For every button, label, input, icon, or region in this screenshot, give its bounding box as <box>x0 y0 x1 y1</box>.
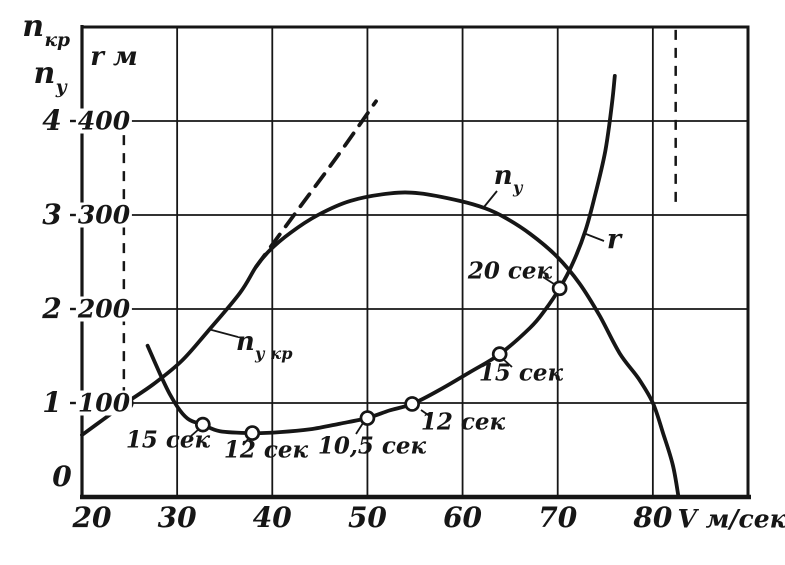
y-tick-n-1: 1 <box>42 386 62 419</box>
marker-12-сек-2 <box>244 425 261 441</box>
y-tick-n-3: 3 <box>42 198 62 231</box>
marker-15-сек-5 <box>491 346 508 362</box>
curve-r_radius_curve <box>145 74 617 436</box>
curve-label-r: r <box>606 224 622 256</box>
time-label-10-5sek: 10,5 сек <box>317 432 427 460</box>
y-tick-r-100: 100 <box>75 388 133 418</box>
y-tick-r-300: 300 <box>75 200 133 230</box>
time-label-15sek-left: 15 сек <box>125 426 211 454</box>
ylabel-n-kr: nкр <box>22 9 71 52</box>
time-label-20sek: 20 сек <box>467 257 553 285</box>
marker-10-5-сек-3 <box>359 410 376 426</box>
y-tick-n-4: 4 <box>42 104 62 137</box>
y-tick-n-0: 0 <box>52 460 72 493</box>
ylabel-n-u: nу <box>33 56 67 99</box>
curve-n_y_limit_curve <box>80 190 681 499</box>
time-label-12sek-left: 12 сек <box>223 436 309 464</box>
x-axis-title: V м/сек <box>677 504 785 534</box>
x-tick-60: 60 <box>443 501 483 534</box>
curve-label-n-u: nу <box>493 160 523 197</box>
time-label-12sek-right: 12 сек <box>420 408 506 436</box>
time-label-15sek-right: 15 сек <box>478 359 564 387</box>
curve-label-n-u-kr: nу кр <box>235 326 293 363</box>
y-tick-n-2: 2 <box>42 292 62 325</box>
y-tick-r-200: 200 <box>75 294 133 324</box>
x-tick-40: 40 <box>252 501 292 534</box>
curve-n_y_kr_dashed_extension <box>254 99 378 269</box>
marker-15-сек-1 <box>194 416 211 433</box>
marker-20-сек-6 <box>551 280 568 297</box>
x-tick-30: 30 <box>157 501 197 534</box>
time-label-10-5sek-leader <box>355 422 364 435</box>
time-label-12sek-right-leader <box>420 409 432 418</box>
curve-label-r-leader <box>585 233 605 242</box>
x-tick-80: 80 <box>633 501 673 534</box>
curve-label-n-u-leader <box>483 190 498 208</box>
ylabel-r: r м <box>90 42 138 72</box>
time-label-20sek-leader <box>542 276 555 285</box>
x-tick-50: 50 <box>347 501 387 534</box>
y-tick-r-400: 400 <box>75 106 133 136</box>
x-tick-20: 20 <box>72 501 112 534</box>
x-tick-70: 70 <box>538 501 578 534</box>
curve-label-n-u-kr-leader <box>207 328 239 338</box>
marker-12-сек-4 <box>404 396 420 412</box>
time-label-15sek-right-leader <box>502 358 513 368</box>
